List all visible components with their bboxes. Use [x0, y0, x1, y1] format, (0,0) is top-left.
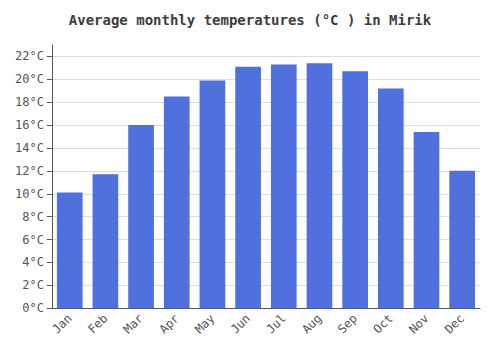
svg-text:12°C: 12°C: [15, 164, 44, 178]
svg-text:Apr: Apr: [156, 311, 181, 336]
svg-text:6°C: 6°C: [22, 233, 44, 247]
svg-text:18°C: 18°C: [15, 95, 44, 109]
svg-text:16°C: 16°C: [15, 118, 44, 132]
svg-text:May: May: [192, 311, 217, 336]
svg-text:Jun: Jun: [228, 311, 253, 336]
svg-text:Dec: Dec: [442, 311, 467, 336]
svg-text:20°C: 20°C: [15, 72, 44, 86]
svg-text:0°C: 0°C: [22, 301, 44, 315]
svg-text:Average monthly temperatures (: Average monthly temperatures (°C ) in Mi…: [69, 12, 432, 28]
svg-text:Sep: Sep: [335, 311, 360, 336]
svg-text:Feb: Feb: [85, 311, 110, 336]
svg-text:Aug: Aug: [299, 311, 324, 336]
svg-text:10°C: 10°C: [15, 187, 44, 201]
svg-text:Mar: Mar: [121, 311, 146, 336]
svg-text:4°C: 4°C: [22, 255, 44, 269]
svg-text:22°C: 22°C: [15, 49, 44, 63]
svg-text:Jul: Jul: [264, 311, 289, 336]
svg-text:8°C: 8°C: [22, 210, 44, 224]
svg-text:Jan: Jan: [49, 311, 74, 336]
svg-text:2°C: 2°C: [22, 278, 44, 292]
svg-text:14°C: 14°C: [15, 141, 44, 155]
svg-text:Nov: Nov: [406, 311, 431, 336]
svg-text:Oct: Oct: [371, 311, 396, 336]
